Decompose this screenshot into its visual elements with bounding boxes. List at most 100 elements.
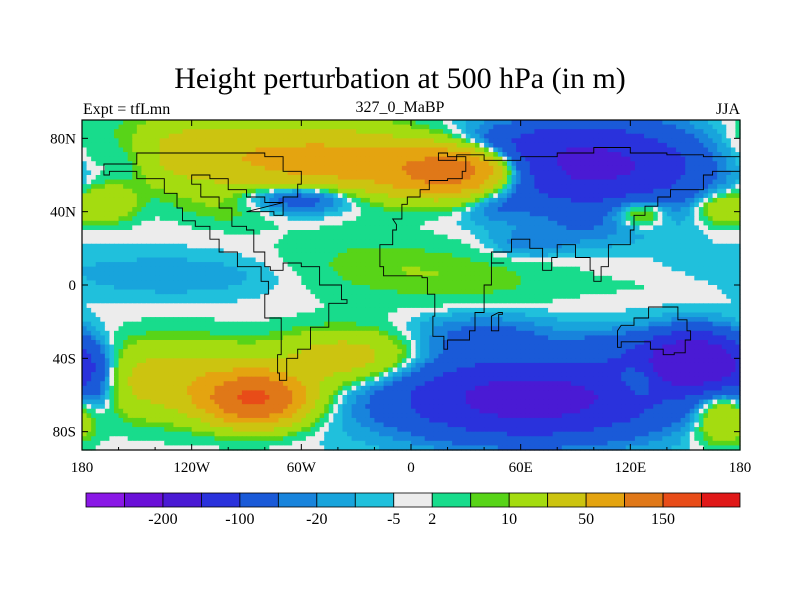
heatmap-cell [150, 234, 156, 240]
heatmap-cell [315, 188, 321, 194]
heatmap-cell [575, 147, 581, 153]
heatmap-cell [570, 197, 577, 204]
heatmap-cell [264, 124, 270, 130]
heatmap-cell [712, 266, 718, 272]
heatmap-cell [717, 175, 723, 181]
heatmap-cell [502, 175, 508, 181]
heatmap-cell [502, 120, 508, 126]
heatmap-cell [86, 179, 92, 185]
heatmap-cell [273, 234, 280, 240]
heatmap-cell [264, 142, 270, 149]
heatmap-cell [461, 207, 467, 213]
heatmap-cell [493, 175, 499, 181]
heatmap-cell [456, 230, 462, 236]
heatmap-cell [602, 266, 609, 272]
heatmap-cell [584, 120, 590, 126]
heatmap-cell [470, 230, 476, 236]
heatmap-cell [456, 124, 462, 130]
heatmap-cell [241, 193, 248, 199]
heatmap-cell [415, 165, 421, 172]
heatmap-cell [173, 179, 179, 185]
heatmap-cell [136, 211, 142, 217]
heatmap-cell [351, 179, 357, 185]
heatmap-cell [196, 133, 202, 139]
heatmap-cell [91, 188, 97, 194]
heatmap-cell [525, 193, 531, 199]
heatmap-cell [191, 147, 197, 153]
heatmap-cell [150, 170, 156, 176]
heatmap-cell [653, 188, 659, 194]
heatmap-cell [470, 202, 476, 208]
heatmap-cell [415, 207, 421, 213]
heatmap-cell [639, 202, 645, 208]
heatmap-cell [296, 165, 302, 172]
heatmap-cell [621, 138, 627, 144]
heatmap-cell [685, 239, 691, 245]
heatmap-cell [561, 138, 567, 144]
heatmap-cell [552, 129, 558, 135]
heatmap-cell [337, 230, 344, 236]
heatmap-cell [479, 262, 485, 268]
heatmap-cell [456, 216, 462, 222]
heatmap-cell [566, 179, 572, 185]
heatmap-cell [209, 175, 216, 181]
heatmap-cell [703, 170, 709, 176]
heatmap-cell [150, 152, 156, 158]
heatmap-cell [255, 230, 261, 236]
heatmap-cell [589, 175, 595, 181]
heatmap-cell [278, 202, 284, 208]
heatmap-cell [251, 216, 257, 222]
heatmap-cell [196, 234, 202, 240]
heatmap-cell [123, 266, 129, 272]
heatmap-cell [593, 211, 599, 217]
heatmap-cell [155, 230, 161, 236]
heatmap-cell [543, 216, 549, 222]
heatmap-cell [177, 165, 184, 172]
heatmap-cell [447, 188, 453, 194]
heatmap-cell [534, 243, 540, 249]
heatmap-cell [191, 207, 197, 213]
heatmap-cell [406, 220, 412, 227]
heatmap-cell [703, 230, 709, 236]
heatmap-cell [86, 156, 92, 162]
heatmap-cell [205, 193, 211, 199]
heatmap-cell [685, 184, 691, 190]
heatmap-cell [424, 179, 430, 185]
heatmap-cell [104, 188, 111, 194]
heatmap-cell [621, 147, 627, 153]
heatmap-cell [694, 184, 700, 190]
heatmap-cell [209, 252, 216, 259]
heatmap-cell [292, 197, 298, 204]
heatmap-cell [310, 124, 316, 130]
heatmap-cell [237, 129, 243, 135]
heatmap-cell [127, 133, 133, 139]
heatmap-cell [95, 252, 101, 259]
heatmap-cell [497, 275, 503, 282]
heatmap-cell [388, 252, 394, 259]
heatmap-cell [685, 138, 691, 144]
heatmap-cell [529, 124, 535, 130]
heatmap-cell [164, 252, 170, 259]
heatmap-cell [82, 262, 88, 268]
heatmap-cell [392, 207, 398, 213]
heatmap-cell [543, 170, 549, 176]
heatmap-cell [630, 124, 636, 130]
heatmap-cell [470, 133, 476, 139]
heatmap-cell [388, 234, 394, 240]
heatmap-cell [219, 124, 225, 130]
heatmap-cell [616, 239, 622, 245]
heatmap-cell [484, 275, 490, 282]
heatmap-cell [648, 262, 654, 268]
heatmap-cell [164, 271, 170, 277]
heatmap-cell [484, 257, 490, 263]
heatmap-cell [493, 147, 499, 153]
heatmap-cell [287, 271, 293, 277]
heatmap-cell [191, 248, 197, 254]
heatmap-cell [264, 243, 270, 249]
heatmap-cell [580, 266, 586, 272]
heatmap-cell [689, 197, 695, 204]
heatmap-cell [132, 239, 138, 245]
heatmap-cell [452, 129, 458, 135]
heatmap-cell [86, 193, 92, 199]
heatmap-cell [671, 262, 677, 268]
